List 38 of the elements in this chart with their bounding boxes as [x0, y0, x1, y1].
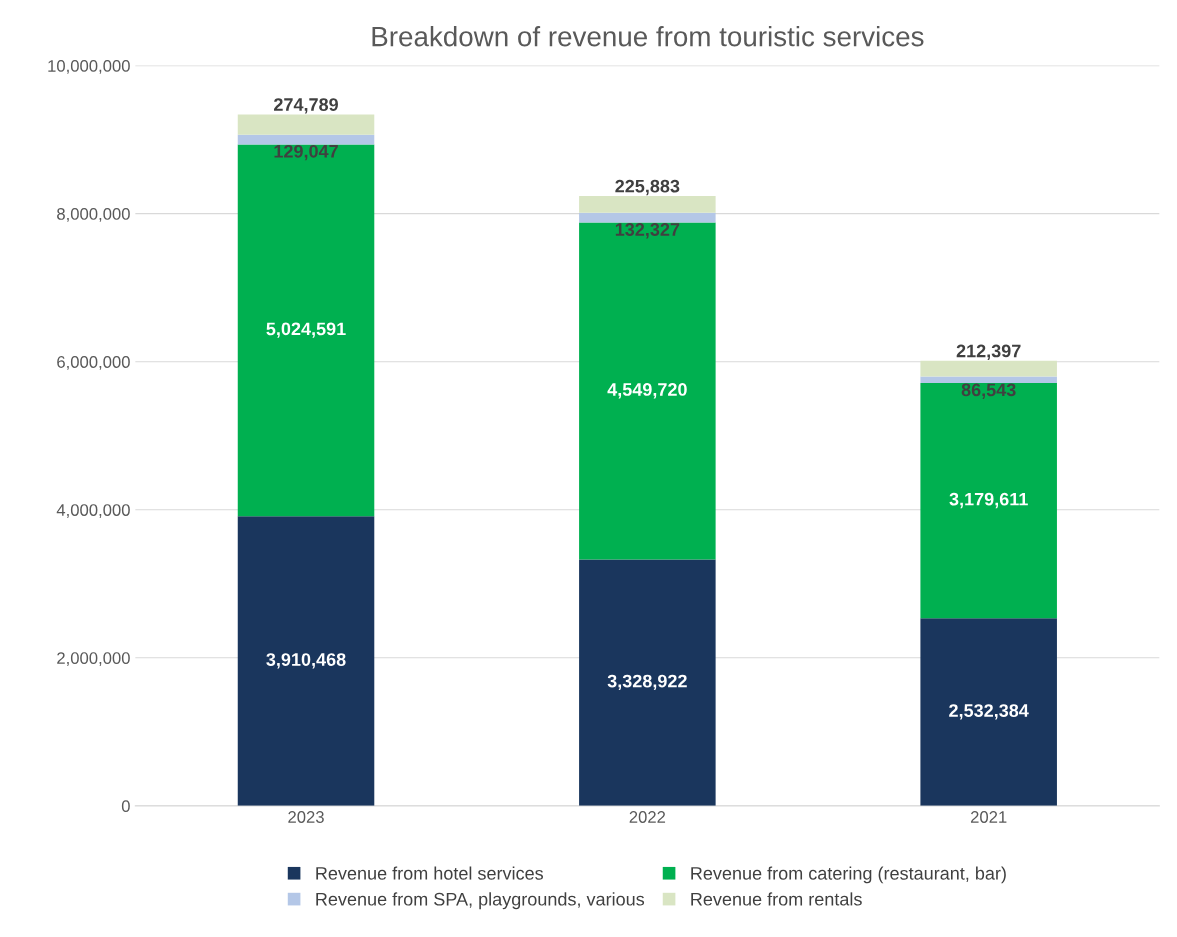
- y-tick-label: 8,000,000: [57, 208, 130, 222]
- bar: [920, 383, 1057, 619]
- data-label: 132,327: [615, 223, 680, 239]
- data-label: 3,910,468: [266, 653, 346, 669]
- legend-label: Revenue from rentals: [691, 892, 862, 906]
- bar: [920, 618, 1057, 806]
- data-label: 4,549,720: [607, 383, 687, 399]
- legend-label: Revenue from SPA, playgrounds, various: [316, 892, 645, 910]
- bar: [920, 360, 1057, 377]
- bar: [579, 222, 716, 560]
- bar: [579, 212, 716, 223]
- bar: [579, 559, 716, 806]
- data-label: 86,543: [961, 383, 1016, 399]
- bar: [237, 114, 375, 135]
- data-label: 5,024,591: [266, 322, 346, 338]
- y-tick-label: 6,000,000: [57, 356, 130, 370]
- x-tick-label: 2022: [629, 811, 666, 823]
- data-label: 225,883: [615, 179, 680, 196]
- y-tick-label: 10,000,000: [48, 59, 130, 74]
- chart-title: Breakdown of revenue from touristic services: [372, 26, 924, 47]
- data-label: 2,532,384: [949, 704, 1029, 720]
- bar: [579, 196, 716, 213]
- data-label: 3,179,611: [949, 492, 1028, 509]
- data-label: 3,328,922: [607, 674, 687, 691]
- data-label: 274,789: [274, 98, 338, 114]
- legend-label: Revenue from catering (restaurant, bar): [691, 866, 1006, 884]
- data-label: 129,047: [274, 144, 338, 161]
- y-tick-label: 4,000,000: [56, 504, 130, 518]
- x-tick-label: 2023: [288, 811, 324, 823]
- bar: [237, 516, 375, 806]
- x-tick-label: 2021: [970, 811, 1007, 823]
- bar: [237, 134, 375, 145]
- y-tick-label: 2,000,000: [57, 652, 130, 666]
- legend-label: Revenue from hotel services: [316, 866, 544, 880]
- data-label: 212,397: [956, 344, 1021, 360]
- y-tick-label: 0: [121, 800, 130, 813]
- bar: [920, 376, 1057, 383]
- bar: [237, 144, 375, 517]
